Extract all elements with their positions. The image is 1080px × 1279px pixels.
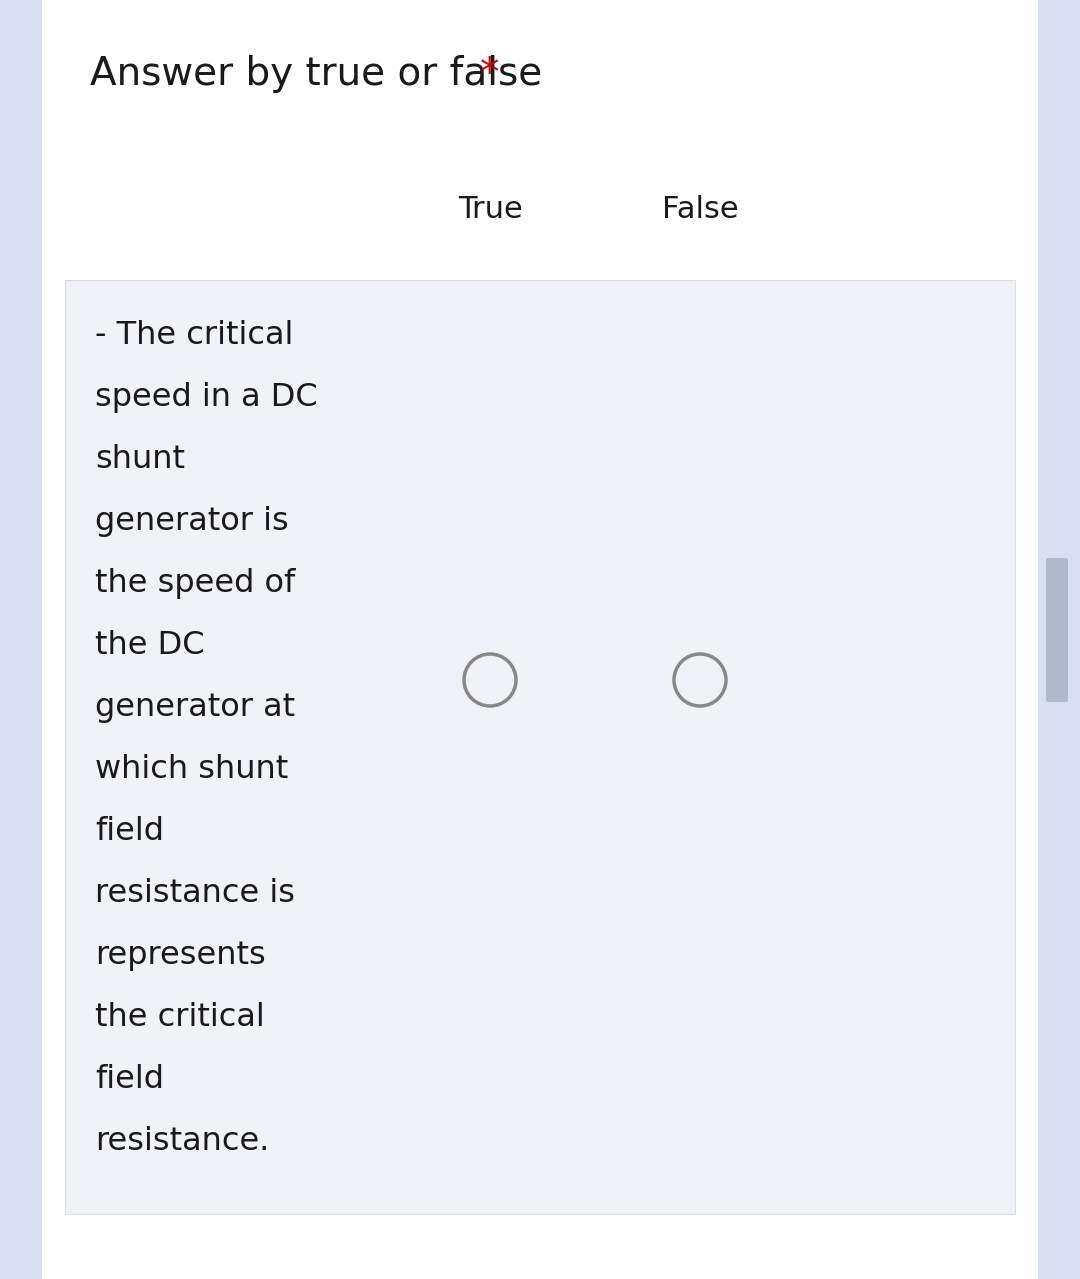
Text: field: field (95, 1064, 164, 1095)
Text: Answer by true or false: Answer by true or false (90, 55, 555, 93)
Text: speed in a DC: speed in a DC (95, 382, 318, 413)
Text: resistance.: resistance. (95, 1126, 269, 1157)
Text: resistance is: resistance is (95, 877, 295, 909)
Text: - The critical: - The critical (95, 320, 294, 350)
Text: the critical: the critical (95, 1001, 265, 1033)
Text: represents: represents (95, 940, 266, 971)
Text: field: field (95, 816, 164, 847)
Text: generator at: generator at (95, 692, 295, 723)
Text: generator is: generator is (95, 506, 288, 537)
Text: True: True (458, 194, 523, 224)
Bar (65, 280, 1015, 1214)
Text: which shunt: which shunt (95, 755, 288, 785)
FancyBboxPatch shape (1047, 558, 1068, 702)
Text: the speed of: the speed of (95, 568, 295, 599)
Text: shunt: shunt (95, 444, 185, 475)
Text: the DC: the DC (95, 631, 204, 661)
Text: False: False (662, 194, 739, 224)
Text: *: * (480, 55, 499, 93)
